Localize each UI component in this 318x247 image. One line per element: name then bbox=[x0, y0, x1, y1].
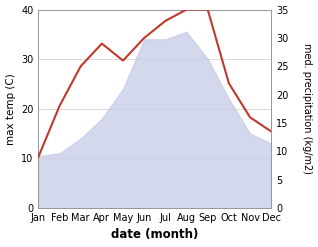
Y-axis label: max temp (C): max temp (C) bbox=[5, 73, 16, 145]
Y-axis label: med. precipitation (kg/m2): med. precipitation (kg/m2) bbox=[302, 43, 313, 174]
X-axis label: date (month): date (month) bbox=[111, 228, 198, 242]
